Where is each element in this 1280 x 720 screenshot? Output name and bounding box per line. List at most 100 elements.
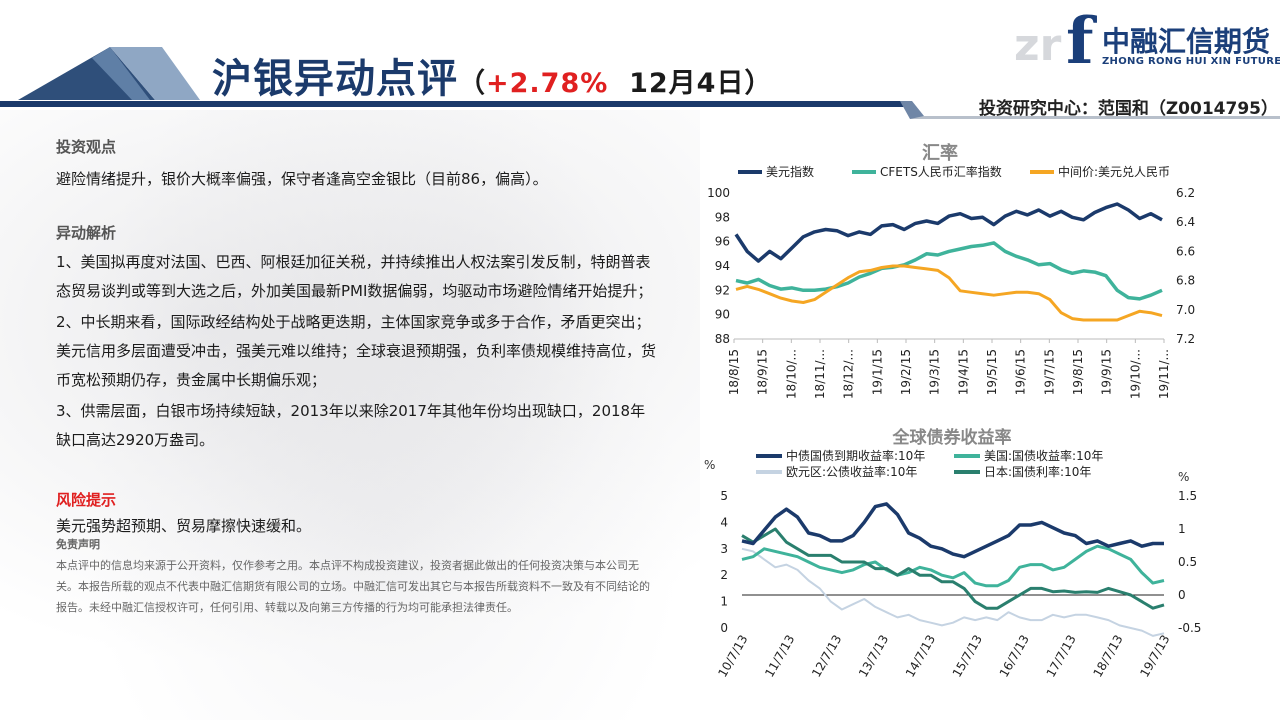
fx-left-tick: 90 (715, 308, 730, 322)
bond-x-tick: 19/7/13 (1137, 633, 1172, 680)
analysis-title: 异动解析 (56, 224, 117, 242)
fx-left-tick: 96 (715, 235, 730, 249)
bond-legend-jp: 日本:国债利率:10年 (984, 464, 1091, 479)
bond-x-tick: 17/7/13 (1044, 633, 1079, 680)
fx-left-tick: 98 (715, 210, 730, 224)
bond-line-cn (741, 502, 1164, 559)
fx-axes: 100 98 96 94 92 90 88 6.2 6.4 6.6 6.8 7.0 7.2 18/8/15… (707, 186, 1195, 399)
analysis-point-3: 3、供需层面，白银市场持续短缺，2013年以来除2017年其他年份均出现缺口，2… (56, 402, 646, 449)
bond-left-tick: 0 (720, 621, 728, 635)
fx-right-tick: 7.0 (1176, 303, 1195, 317)
world-map-background (0, 110, 700, 720)
bond-x-tick: 18/7/13 (1090, 633, 1125, 680)
logo-en-name: ZHONG RONG HUI XIN FUTURES (1102, 56, 1280, 67)
fx-line-usd-index (734, 202, 1163, 263)
disclaimer-text: 本点评中的信息均来源于公开资料，仅作参考之用。本点评不构成投资建议，投资者据此做… (56, 559, 650, 614)
fx-x-tick: 19/5/15 (985, 349, 999, 395)
page-title: 沪银异动点评（+2.78% 12月4日） (212, 46, 772, 104)
bond-left-tick: 2 (720, 568, 728, 582)
fx-right-tick: 7.2 (1176, 332, 1195, 346)
bond-right-tick: -0.5 (1178, 621, 1201, 635)
bond-right-tick: 0 (1178, 588, 1186, 602)
bond-line-eu (741, 547, 1165, 637)
bond-legend-cn: 中债国债到期收益率:10年 (786, 448, 925, 463)
fx-legend: 美元指数 CFETS人民币汇率指数 中间价:美元兑人民币 (738, 164, 1170, 179)
bond-x-tick: 14/7/13 (903, 633, 938, 680)
disclaimer-title: 免责声明 (56, 538, 100, 551)
title-paren-open: （ (458, 68, 486, 99)
bond-x-tick: 13/7/13 (856, 633, 891, 680)
fx-line-usdcny (735, 264, 1163, 322)
fx-x-tick: 19/4/15 (956, 349, 970, 395)
fx-right-tick: 6.2 (1176, 186, 1195, 200)
fx-x-tick: 18/9/15 (756, 349, 770, 395)
report-content: 投资观点 避险情绪提升，银价大概率偏强，保守者逢高空金银比（目前86，偏高）。 … (56, 136, 656, 618)
fx-legend-cfets: CFETS人民币汇率指数 (880, 164, 1002, 179)
bond-legend-eu: 欧元区:公债收益率:10年 (786, 464, 917, 479)
analysis-point-2: 2、中长期来看，国际政经结构处于战略更迭期，主体国家竞争或多于合作，矛盾更突出；… (56, 313, 657, 389)
fx-x-tick: 19/10/... (1128, 349, 1142, 399)
fx-right-tick: 6.6 (1176, 244, 1195, 258)
bond-legend: 中债国债到期收益率:10年 美国:国债收益率:10年 欧元区:公债收益率:10年… (756, 448, 1103, 479)
company-logo: zr f 中融汇信期货 ZHONG RONG HUI XIN FUTURES (1014, 4, 1280, 79)
bond-left-tick: 5 (720, 489, 728, 503)
fx-line-cfets (735, 241, 1163, 301)
bond-line-jp (741, 527, 1165, 610)
header-triangle-light (110, 47, 200, 100)
fx-chart: 汇率 美元指数 CFETS人民币汇率指数 中间价:美元兑人民币 100 98 96 9… (707, 142, 1195, 399)
analysis-point-1: 1、美国拟再度对法国、巴西、阿根廷加征关税，并持续推出人权法案引发反制，特朗普表… (56, 253, 653, 300)
bond-left-tick: 3 (720, 542, 728, 556)
fx-legend-cny: 中间价:美元兑人民币 (1058, 164, 1170, 179)
fx-left-tick: 88 (715, 332, 730, 346)
fx-left-tick: 92 (715, 283, 730, 297)
fx-x-tick: 19/2/15 (899, 349, 913, 395)
bond-x-tick: 11/7/13 (762, 633, 797, 680)
fx-legend-usd: 美元指数 (766, 164, 814, 179)
header-rule-blue (0, 101, 910, 107)
logo-f-mark: f (1066, 4, 1094, 79)
title-change: +2.78% (486, 68, 609, 99)
bond-x-tick: 16/7/13 (997, 633, 1032, 680)
fx-x-tick: 19/3/15 (928, 349, 942, 395)
fx-x-tick: 19/7/15 (1042, 349, 1056, 395)
title-main: 沪银异动点评 (212, 56, 458, 102)
fx-left-tick: 100 (707, 186, 730, 200)
bond-left-tick: 1 (720, 595, 728, 609)
bond-right-tick: 1 (1178, 522, 1186, 536)
fx-chart-title: 汇率 (922, 142, 958, 164)
fx-right-tick: 6.4 (1176, 215, 1195, 229)
bond-left-unit: % (704, 458, 715, 472)
view-title: 投资观点 (56, 138, 117, 156)
fx-x-tick: 18/8/15 (727, 349, 741, 395)
risk-title: 风险提示 (56, 491, 117, 509)
bond-chart: 全球债券收益率 中债国债到期收益率:10年 美国:国债收益率:10年 欧元区:公… (704, 427, 1201, 680)
header-rule-transition (900, 101, 924, 119)
fx-x-tick: 19/8/15 (1071, 349, 1085, 395)
fx-x-tick: 18/11/... (813, 349, 827, 399)
title-date: 12月4日 (629, 68, 745, 99)
fx-series (734, 202, 1163, 322)
bond-right-unit: % (1178, 470, 1189, 484)
fx-x-tick: 19/9/15 (1100, 349, 1114, 395)
header-graphic (0, 47, 1280, 119)
bond-series (741, 502, 1165, 637)
title-paren-close: ） (744, 68, 773, 99)
fx-x-tick: 19/6/15 (1014, 349, 1028, 395)
header-triangle-mid (92, 47, 150, 100)
bond-x-tick: 15/7/13 (950, 633, 985, 680)
fx-x-tick: 19/1/15 (870, 349, 884, 395)
bond-right-tick: 1.5 (1178, 489, 1197, 503)
bond-x-tick: 10/7/13 (715, 633, 750, 680)
view-text: 避险情绪提升，银价大概率偏强，保守者逢高空金银比（目前86，偏高）。 (56, 170, 548, 188)
bond-left-tick: 4 (720, 515, 728, 529)
analyst-line: 投资研究中心：范国和（Z0014795） (978, 99, 1278, 119)
bond-chart-title: 全球债券收益率 (892, 427, 1012, 448)
bond-line-us (741, 544, 1165, 588)
fx-x-tick: 18/12/... (842, 349, 856, 399)
bond-x-tick: 12/7/13 (809, 633, 844, 680)
fx-x-tick: 18/10/... (784, 349, 798, 399)
header-rule-gray (910, 116, 1280, 119)
bond-legend-us: 美国:国债收益率:10年 (984, 448, 1103, 463)
logo-faded-mark: zr (1014, 20, 1062, 71)
fx-x-tick: 19/11/... (1157, 349, 1171, 399)
